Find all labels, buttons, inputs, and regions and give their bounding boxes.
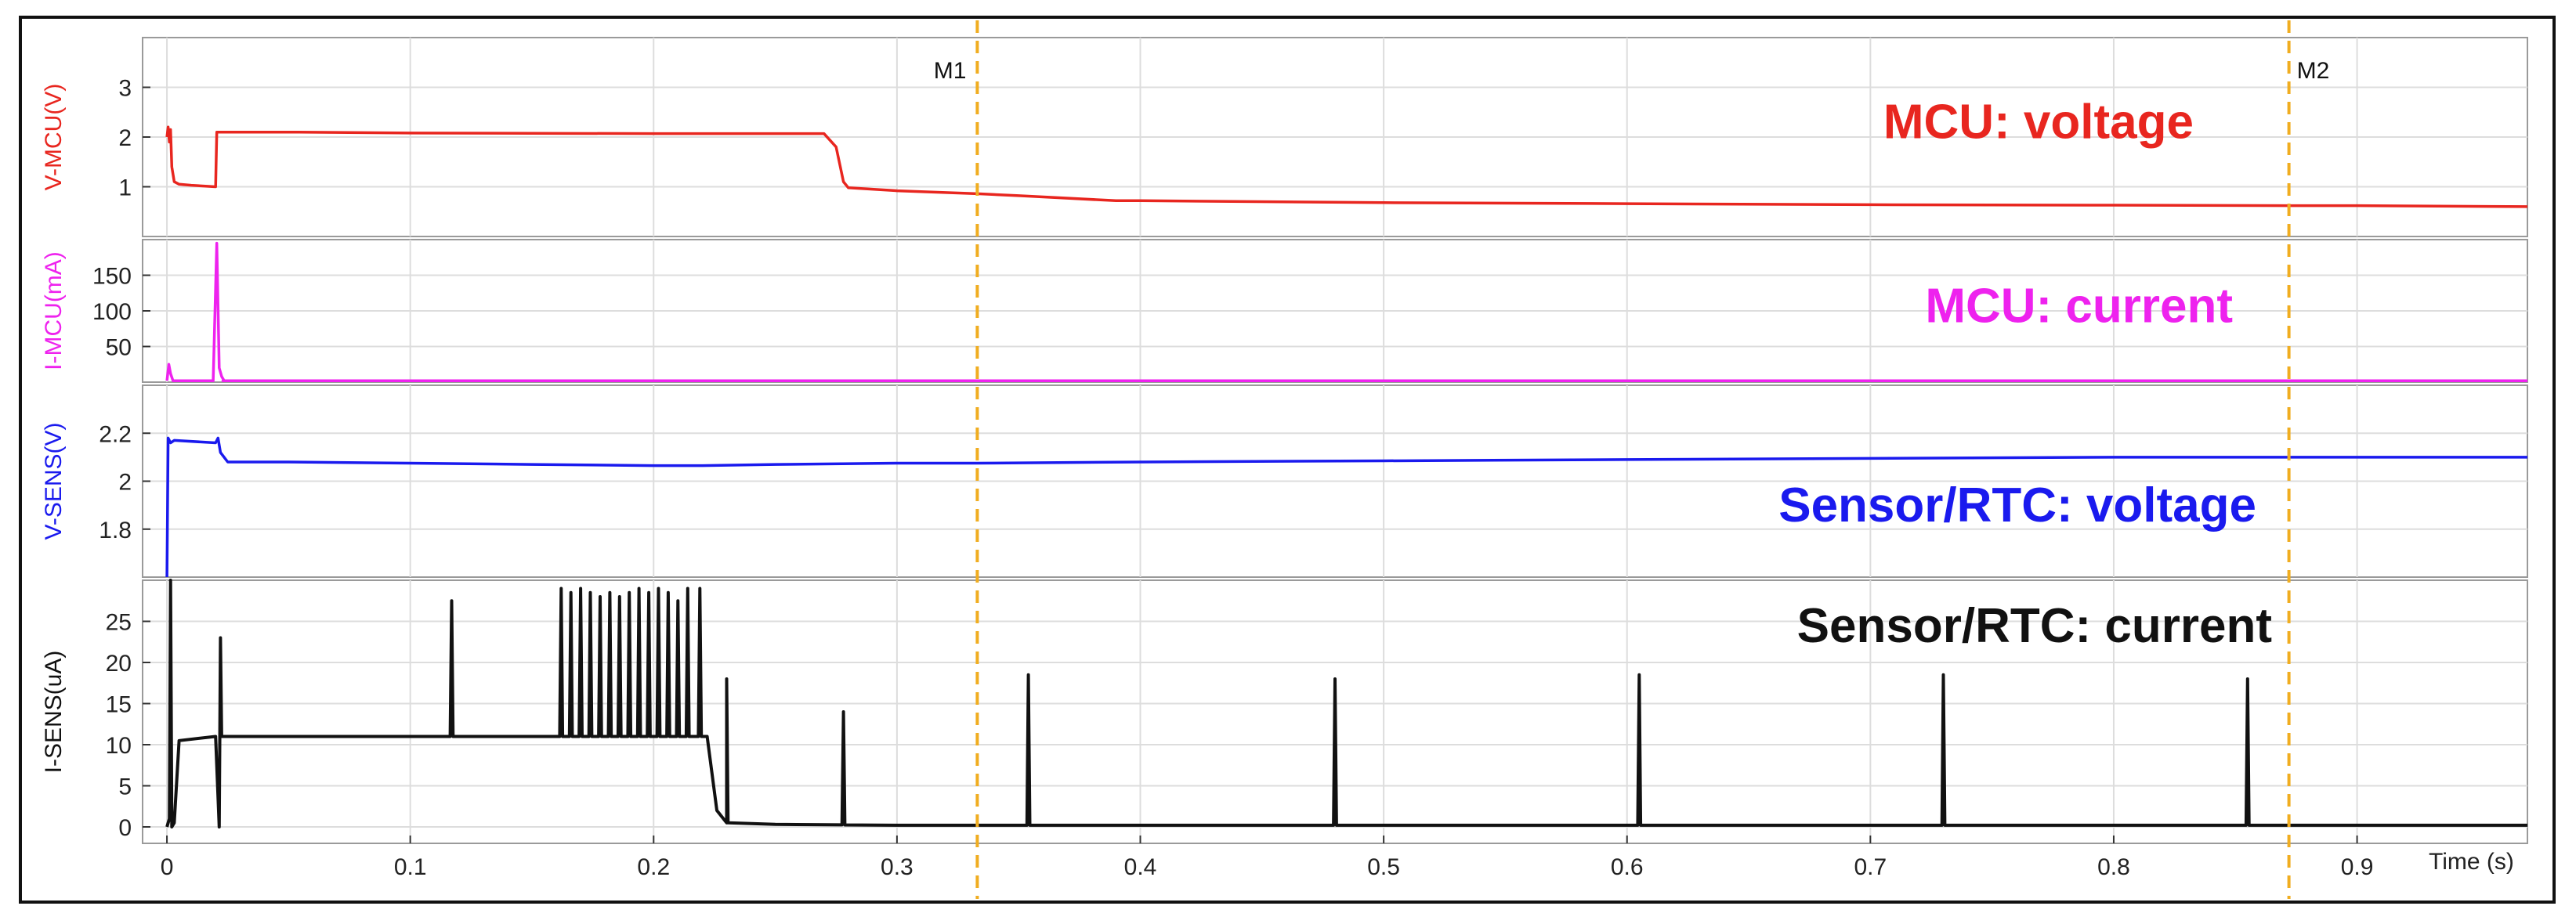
x-tick-label: 0.5 [1367, 854, 1400, 880]
y-tick-label: 25 [106, 610, 132, 636]
series-line-i-mcu [165, 241, 2527, 382]
x-tick-label: 0.3 [881, 854, 914, 880]
y-tick-label: 2 [118, 125, 132, 151]
x-tick-label: 0 [161, 854, 174, 880]
panel-i-sens: 0 5 10 15 20 25 I-SENS(uA) Sensor/RTC: current [41, 579, 2528, 844]
series-line-i-sens [165, 579, 2527, 828]
y-tick-label: 2.2 [99, 421, 132, 447]
y-tick-label: 150 [92, 264, 132, 290]
y-axis-label: I-SENS(uA) [41, 651, 67, 774]
panel-title: MCU: current [1925, 280, 2233, 334]
y-tick-label: 1.8 [99, 518, 132, 543]
panel-i-mcu: 50 100 150 I-MCU(mA) MCU: current [41, 239, 2528, 383]
time-markers: M1 M2 [934, 20, 2330, 899]
y-tick-label: 50 [106, 335, 132, 361]
y-tick-label: 1 [118, 175, 132, 201]
panel-title: MCU: voltage [1883, 96, 2194, 150]
y-tick-label: 5 [118, 774, 132, 800]
x-tick-label: 0.8 [2097, 854, 2130, 880]
x-tick-label: 0.4 [1124, 854, 1157, 880]
y-axis-label: V-SENS(V) [41, 422, 67, 540]
y-tick-label: 10 [106, 733, 132, 759]
x-tick-label: 0.6 [1611, 854, 1644, 880]
x-tick-label: 0.9 [2341, 854, 2374, 880]
y-axis-label: V-MCU(V) [41, 84, 67, 191]
y-tick-label: 20 [106, 651, 132, 677]
panel-v-mcu: 1 2 3 V-MCU(V) MCU: voltage [41, 37, 2528, 237]
marker-label-m1: M1 [934, 58, 967, 84]
panel-title: Sensor/RTC: current [1797, 599, 2272, 653]
x-tick-label: 0.2 [637, 854, 670, 880]
y-tick-label: 15 [106, 692, 132, 718]
y-tick-label: 100 [92, 299, 132, 325]
panel-title: Sensor/RTC: voltage [1778, 478, 2256, 532]
y-tick-label: 2 [118, 470, 132, 496]
x-tick-label: 0.1 [394, 854, 427, 880]
x-axis: 0 0.1 0.2 0.3 0.4 0.5 0.6 0.7 0.8 0.9 [161, 836, 2374, 880]
x-tick-label: 0.7 [1854, 854, 1887, 880]
x-axis-label: Time (s) [2429, 849, 2514, 875]
series-line-v-sens [165, 436, 2527, 578]
y-tick-label: 3 [118, 76, 132, 102]
marker-label-m2: M2 [2297, 58, 2330, 84]
series-line-v-mcu [165, 125, 2528, 208]
y-tick-label: 0 [118, 815, 132, 841]
panel-v-sens: 1.8 2 2.2 V-SENS(V) Sensor/RTC: voltage [41, 384, 2528, 578]
y-axis-label: I-MCU(mA) [41, 251, 67, 370]
